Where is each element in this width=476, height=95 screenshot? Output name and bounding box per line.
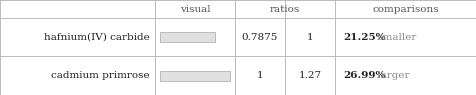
- Text: larger: larger: [374, 71, 410, 80]
- Text: ratios: ratios: [270, 4, 300, 13]
- Text: 1: 1: [257, 71, 263, 80]
- Text: cadmium primrose: cadmium primrose: [51, 71, 150, 80]
- Bar: [160, 70, 230, 80]
- Text: 26.99%: 26.99%: [343, 71, 386, 80]
- Text: smaller: smaller: [374, 32, 416, 42]
- Text: 21.25%: 21.25%: [343, 32, 386, 42]
- Text: comparisons: comparisons: [372, 4, 439, 13]
- Text: hafnium(IV) carbide: hafnium(IV) carbide: [44, 32, 150, 42]
- Text: visual: visual: [179, 4, 210, 13]
- Text: 1.27: 1.27: [298, 71, 322, 80]
- Bar: [160, 32, 215, 42]
- Text: 0.7875: 0.7875: [242, 32, 278, 42]
- Text: 1: 1: [307, 32, 313, 42]
